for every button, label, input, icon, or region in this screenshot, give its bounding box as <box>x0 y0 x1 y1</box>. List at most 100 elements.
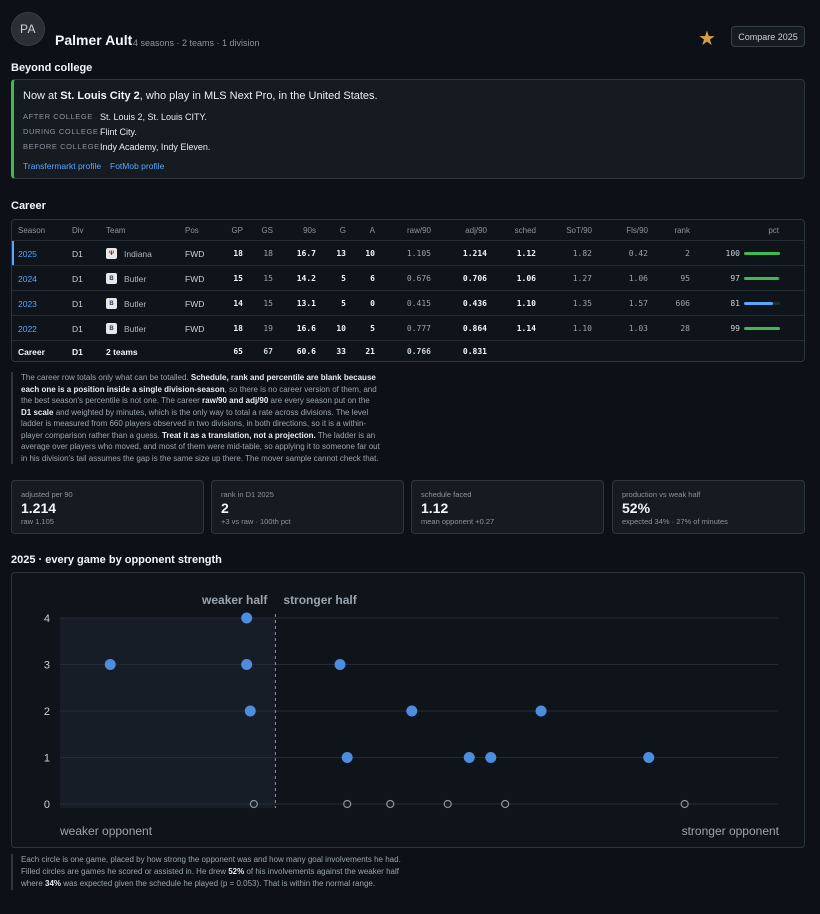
column-header-gp[interactable]: GP <box>231 226 243 235</box>
cell-a: 0 <box>370 299 375 308</box>
total-adj: 0.831 <box>462 347 487 356</box>
column-header-adj[interactable]: adj/90 <box>465 226 487 235</box>
cell-pct: 99 <box>730 324 740 333</box>
cell-fls: 1.57 <box>628 299 648 308</box>
card-value: 2 <box>221 500 229 516</box>
cell-n90: 16.6 <box>296 324 316 333</box>
y-tick-label: 2 <box>44 706 50 718</box>
game-point-empty <box>443 799 452 809</box>
cell-season[interactable]: 2022 <box>18 324 37 334</box>
column-header-raw[interactable]: raw/90 <box>406 226 431 235</box>
cell-adj: 0.864 <box>462 324 487 333</box>
x-left-label: weaker opponent <box>59 824 153 838</box>
column-header-g[interactable]: G <box>339 226 346 235</box>
cell-pos: FWD <box>185 274 205 284</box>
cell-season[interactable]: 2023 <box>18 299 37 309</box>
game-point <box>643 752 655 763</box>
card-label: production vs weak half <box>622 490 701 499</box>
column-header-a[interactable]: A <box>369 226 375 235</box>
row-divider <box>12 240 804 241</box>
card-sub: expected 34% · 27% of minutes <box>622 517 728 526</box>
column-header-gs[interactable]: GS <box>261 226 273 235</box>
cell-rank: 28 <box>680 324 690 333</box>
game-point-empty <box>249 799 258 809</box>
cell-div: D1 <box>72 299 83 309</box>
game-point <box>535 705 547 717</box>
cell-gp: 14 <box>233 299 243 308</box>
column-header-team[interactable]: Team <box>106 226 126 235</box>
beyond-college-lead: Now at St. Louis City 2, who play in MLS… <box>23 90 378 102</box>
card-sub: raw 1.105 <box>21 517 54 526</box>
cell-pos: FWD <box>185 324 205 334</box>
cell-g: 5 <box>341 299 346 308</box>
cell-gs: 15 <box>263 299 273 308</box>
during-college-value: Flint City. <box>100 127 137 137</box>
column-header-div[interactable]: Div <box>72 226 84 235</box>
cell-sched: 1.10 <box>516 299 536 308</box>
total-gs: 67 <box>263 347 273 356</box>
column-header-rank[interactable]: rank <box>674 226 690 235</box>
column-header-sched[interactable]: sched <box>514 226 536 235</box>
card-value: 1.12 <box>421 500 449 516</box>
column-header-sot[interactable]: SoT/90 <box>566 226 592 235</box>
game-point <box>406 705 418 717</box>
cell-season[interactable]: 2025 <box>18 249 37 259</box>
card-value: 52% <box>622 500 651 516</box>
cell-raw: 0.777 <box>406 324 431 333</box>
column-header-fls[interactable]: Fls/90 <box>626 226 648 235</box>
cell-div: D1 <box>72 324 83 334</box>
column-header-pos[interactable]: Pos <box>185 226 199 235</box>
cell-gs: 15 <box>263 274 273 283</box>
card-sub: mean opponent +0.27 <box>421 517 495 526</box>
cell-n90: 13.1 <box>296 299 316 308</box>
cell-sot: 1.10 <box>572 324 592 333</box>
cell-n90: 16.7 <box>296 249 316 258</box>
compare-button[interactable]: Compare 2025 <box>731 26 805 47</box>
cell-raw: 1.105 <box>406 249 431 258</box>
cell-gs: 19 <box>263 324 273 333</box>
cell-sot: 1.27 <box>572 274 592 283</box>
game-point <box>341 752 353 763</box>
cell-adj: 0.436 <box>462 299 487 308</box>
column-header-n90[interactable]: 90s <box>303 226 316 235</box>
cell-g: 10 <box>336 324 346 333</box>
column-header-season[interactable]: Season <box>18 226 46 235</box>
cell-pct: 81 <box>730 299 740 308</box>
player-name: Palmer Ault <box>55 32 133 48</box>
row-divider <box>12 315 804 316</box>
card-adjusted-per-90: adjusted per 90 1.214 raw 1.105 <box>11 480 204 534</box>
pct-bar-fill <box>744 302 773 305</box>
y-tick-label: 4 <box>44 613 50 625</box>
cell-adj: 0.706 <box>462 274 487 283</box>
chart-footnote: Each circle is one game, placed by how s… <box>11 854 406 890</box>
butler-crest-icon: B <box>106 298 117 309</box>
fotmob-link[interactable]: FotMob profile <box>110 161 165 171</box>
cell-rank: 95 <box>680 274 690 283</box>
cell-rank: 2 <box>685 249 690 258</box>
transfermarkt-link[interactable]: Transfermarkt profile <box>23 161 102 171</box>
cell-gp: 15 <box>233 274 243 283</box>
row-divider <box>12 340 804 341</box>
y-tick-label: 1 <box>44 753 50 765</box>
favorite-star-icon[interactable]: ★ <box>698 28 716 50</box>
cell-season[interactable]: 2024 <box>18 274 37 284</box>
total-g: 33 <box>336 347 346 356</box>
cell-fls: 1.06 <box>628 274 648 283</box>
cell-g: 13 <box>336 249 346 258</box>
card-label: schedule faced <box>421 490 472 499</box>
card-label: adjusted per 90 <box>21 490 73 499</box>
game-point <box>334 659 346 670</box>
cell-pos: FWD <box>185 249 205 259</box>
cell-sched: 1.12 <box>516 249 536 258</box>
column-header-pct[interactable]: pct <box>768 226 779 235</box>
cell-sched: 1.14 <box>516 324 536 333</box>
card-rank: rank in D1 2025 2 +3 vs raw · 100th pct <box>211 480 404 534</box>
cell-sot: 1.35 <box>572 299 592 308</box>
after-college-label: AFTER COLLEGE <box>23 112 93 121</box>
cell-div: D1 <box>72 249 83 259</box>
cell-gp: 18 <box>233 324 243 333</box>
cell-fls: 1.03 <box>628 324 648 333</box>
card-sub: +3 vs raw · 100th pct <box>221 517 291 526</box>
total-div: D1 <box>72 347 83 357</box>
player-subline: 4 seasons · 2 teams · 1 division <box>133 38 260 48</box>
